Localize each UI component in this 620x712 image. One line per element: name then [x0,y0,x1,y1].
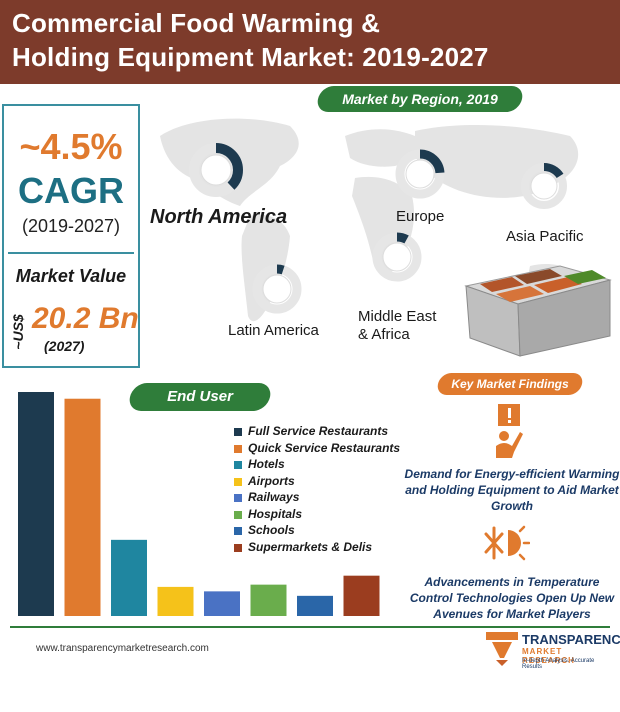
page-title-line1: Commercial Food Warming & [12,8,381,38]
region-label-europe: Europe [396,208,445,225]
cagr-panel: ~4.5% CAGR (2019-2027) Market Value ~US$… [2,104,140,368]
bar-supermarkets-delis [343,575,380,616]
bar-quick-service-restaurants [64,398,101,616]
region-label-asia-pacific: Asia Pacific [506,228,584,245]
donut-center [405,159,435,189]
donut-asia-pacific [521,163,567,209]
bar-railways [204,591,240,616]
findings-banner: Key Market Findings [435,373,585,395]
footer-divider [10,626,610,628]
legend-swatch [234,494,242,502]
donut-north-america [189,143,243,197]
header-banner: Commercial Food Warming & Holding Equipm… [0,0,620,84]
donut-center [382,242,412,272]
region-label-middle-east-africa: Middle East & Africa [358,308,437,343]
food-warmer-illustration [464,265,612,357]
cagr-value: ~4.5% [19,126,123,167]
legend-swatch [234,477,242,486]
legend-label: Supermarkets & Delis [248,539,373,554]
donut-center [530,172,558,200]
panel-divider [8,252,134,254]
donut-arc-middle-east-africa [372,232,422,282]
bar-full-service-restaurants [18,392,54,616]
findings-title: Key Market Findings [451,377,569,391]
legend-label: Airports [248,473,295,488]
logo-name: TRANSPARENCY [522,632,620,647]
legend-label: Full Service Restaurants [248,424,389,438]
footer-url-link[interactable]: www.transparencymarketresearch.com [36,643,209,654]
region-label-latin-america: Latin America [228,322,319,339]
legend-label: Schools [248,523,295,537]
donut-arc-europe [395,149,445,199]
donut-center [262,274,292,304]
demand-sign-icon [496,404,523,458]
market-value-currency: ~US$ [4,306,30,362]
page-title-line2: Holding Equipment Market: 2019-2027 [12,42,489,72]
logo-tagline: In-depth Analysis. Accurate Results [522,658,595,670]
bar-hotels [111,539,147,616]
market-value-currency-text: ~US$ [10,314,26,350]
bar-schools [297,595,333,616]
donut-center [200,154,232,186]
temperature-control-icon [484,525,530,561]
legend-swatch [234,461,242,469]
cagr-period: (2019-2027) [21,216,121,236]
legend-swatch [234,428,242,436]
legend-swatch [234,444,242,453]
donut-arc-latin-america [252,264,302,314]
donut-middle-east-africa [372,232,422,282]
legend-label: Hospitals [248,506,303,521]
region-label-north-america: North America [150,206,288,228]
bar-airports [157,586,194,616]
logo-mark-icon [486,632,518,666]
logo-subtitle: MARKET RESEARCH [522,647,575,665]
company-logo: TRANSPARENCY MARKET RESEARCH In-depth An… [486,632,620,670]
market-value-year: (2027) [44,338,85,354]
end-user-bar-chart [18,392,380,616]
donut-arc-asia-pacific [521,163,567,209]
legend-swatch [234,527,242,535]
donut-latin-america [252,264,302,314]
legend-swatch [234,543,242,552]
donut-arc-north-america [189,143,243,197]
finding-text-2: Advancements in Temperature Control Tech… [409,575,615,621]
cagr-label: CAGR [18,170,124,211]
market-value-label: Market Value [15,266,127,286]
legend-label: Hotels [248,457,285,471]
market-value-amount: 20.2 Bn [32,302,139,335]
finding-text-1: Demand for Energy-efficient Warming and … [404,467,620,513]
legend-label: Quick Service Restaurants [248,440,401,455]
donut-europe [395,149,445,199]
bar-hospitals [250,584,287,616]
region-section-banner: Market by Region, 2019 [315,86,525,112]
legend-label: Railways [248,490,300,504]
region-section-title: Market by Region, 2019 [342,91,498,107]
legend-swatch [234,510,242,519]
